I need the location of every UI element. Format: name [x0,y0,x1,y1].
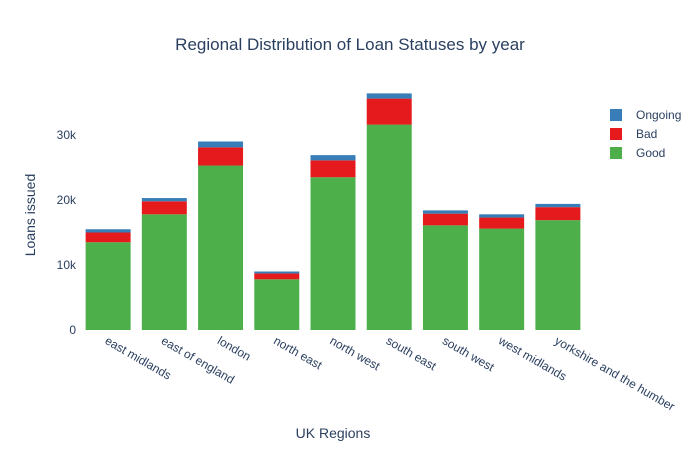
legend-label: Ongoing [636,108,681,122]
bar-ongoing[interactable] [198,141,244,148]
bar-ongoing[interactable] [141,198,187,202]
legend-item-good[interactable]: Good [610,146,665,160]
chart-title: Regional Distribution of Loan Statuses b… [175,35,525,54]
x-tick-label: yorkshire and the humber [552,333,677,413]
y-tick-label: 0 [69,323,76,337]
legend-label: Bad [636,127,657,141]
y-tick-label: 10k [57,258,77,272]
bar-good[interactable] [479,228,525,330]
bar-good[interactable] [535,220,581,330]
bar-bad[interactable] [198,147,244,166]
legend-swatch [610,109,622,121]
legend-item-bad[interactable]: Bad [610,127,657,141]
bar-bad[interactable] [310,160,356,178]
bar-bad[interactable] [85,232,131,243]
bar-ongoing[interactable] [254,271,300,274]
bar-good[interactable] [85,242,131,330]
y-axis-ticks: 0 10k 20k 30k [57,128,77,337]
bar-bad[interactable] [479,217,525,229]
x-tick-label: north west [328,333,384,373]
bar-good[interactable] [422,225,468,330]
legend[interactable]: Ongoing Bad Good [610,108,681,160]
x-tick-label: south west [440,333,497,374]
bar-good[interactable] [366,124,412,330]
bar-bad[interactable] [254,273,300,280]
y-axis-title: Loans issued [22,174,38,257]
bar-good[interactable] [141,214,187,330]
bar-good[interactable] [310,177,356,330]
bar-bad[interactable] [422,213,468,226]
legend-item-ongoing[interactable]: Ongoing [610,108,681,122]
bar-bad[interactable] [141,201,187,215]
bar-bad[interactable] [366,98,412,125]
bar-ongoing[interactable] [366,93,412,99]
bar-ongoing[interactable] [85,229,131,233]
bar-good[interactable] [198,165,244,330]
x-tick-label: north east [271,333,325,372]
y-tick-label: 20k [57,193,77,207]
bar-bad[interactable] [535,207,581,221]
legend-label: Good [636,146,665,160]
x-tick-label: south east [384,333,440,373]
bar-ongoing[interactable] [479,214,525,218]
legend-swatch [610,128,622,140]
y-tick-label: 30k [57,128,77,142]
bar-ongoing[interactable] [310,155,356,161]
legend-swatch [610,147,622,159]
x-axis-title: UK Regions [296,425,371,441]
bar-good[interactable] [254,279,300,330]
bar-ongoing[interactable] [535,203,581,208]
x-tick-label: london [215,333,253,363]
bars [85,93,581,330]
bar-ongoing[interactable] [422,210,468,214]
